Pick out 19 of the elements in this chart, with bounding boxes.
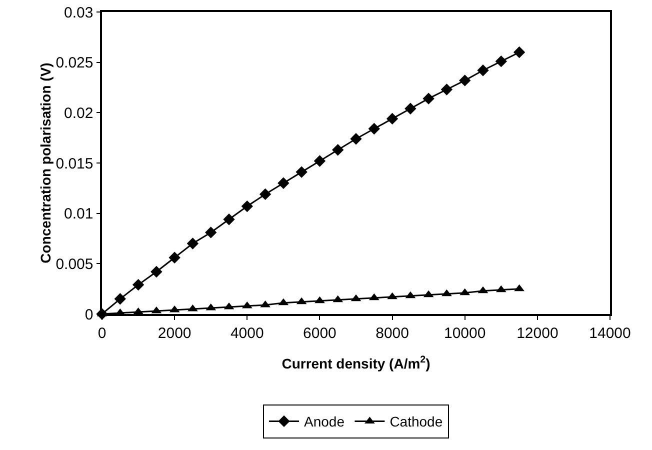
- y-axis-title: Concentration polarisation (V): [38, 62, 54, 264]
- y-tick-label: 0.025: [56, 54, 94, 72]
- x-tick-label: 4000: [230, 324, 264, 342]
- x-axis-title: Current density (A/m$^{2}$): [282, 354, 430, 372]
- y-tick-label: 0.01: [64, 206, 94, 223]
- y-tick-label: 0.015: [56, 155, 94, 172]
- y-tick-label: 0: [84, 306, 94, 324]
- x-tick-label: 12000: [516, 324, 558, 342]
- x-tick-label: 14000: [589, 324, 631, 342]
- legend-label: Cathode: [390, 414, 443, 430]
- x-tick-label: 0: [98, 324, 106, 342]
- y-tick-label: 0.03: [64, 4, 94, 22]
- x-tick-label: 8000: [376, 324, 409, 342]
- y-tick-label: 0.02: [64, 104, 94, 122]
- legend-label: Anode: [304, 414, 345, 430]
- x-tick-label: 10000: [444, 324, 486, 342]
- y-tick-label: 0.005: [56, 256, 94, 273]
- x-tick-label: 6000: [303, 324, 336, 342]
- x-tick-label: 2000: [158, 324, 192, 342]
